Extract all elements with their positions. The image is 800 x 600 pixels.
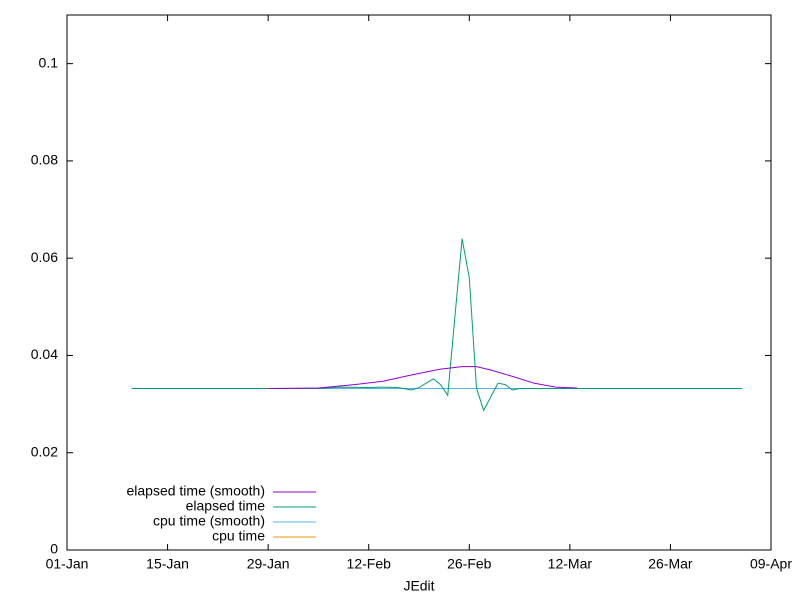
x-axis-label: JEdit bbox=[403, 578, 434, 594]
x-tick-label: 12-Feb bbox=[347, 556, 392, 572]
x-tick-label: 01-Jan bbox=[46, 556, 89, 572]
y-tick-label: 0 bbox=[50, 541, 58, 557]
x-tick-label: 12-Mar bbox=[548, 556, 593, 572]
x-tick-label: 29-Jan bbox=[247, 556, 290, 572]
y-tick-label: 0.1 bbox=[39, 54, 59, 70]
legend-label: elapsed time bbox=[186, 498, 266, 514]
y-tick-label: 0.08 bbox=[31, 152, 58, 168]
y-tick-label: 0.02 bbox=[31, 443, 58, 459]
plot-border bbox=[66, 14, 772, 551]
x-tick-label: 26-Mar bbox=[648, 556, 693, 572]
series-line bbox=[131, 238, 743, 412]
legend-label: cpu time bbox=[212, 528, 265, 544]
y-tick-label: 0.06 bbox=[31, 249, 58, 265]
legend-label: cpu time (smooth) bbox=[153, 513, 265, 529]
x-tick-label: 26-Feb bbox=[447, 556, 492, 572]
legend-label: elapsed time (smooth) bbox=[126, 483, 265, 499]
x-tick-label: 09-Apr bbox=[750, 556, 792, 572]
x-tick-label: 15-Jan bbox=[146, 556, 189, 572]
y-tick-label: 0.04 bbox=[31, 346, 58, 362]
series-line bbox=[268, 366, 578, 390]
